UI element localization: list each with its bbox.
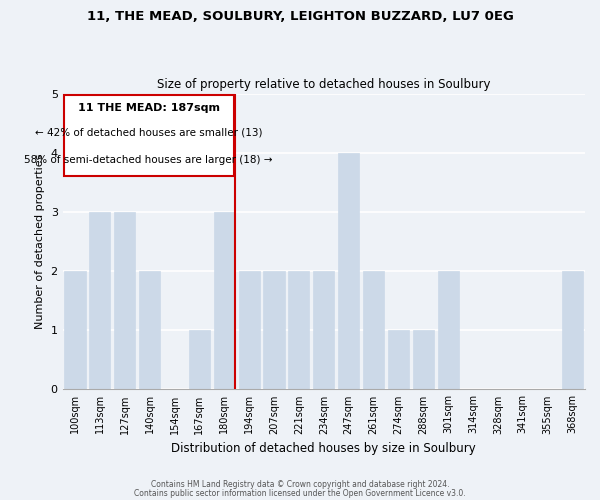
X-axis label: Distribution of detached houses by size in Soulbury: Distribution of detached houses by size … [172, 442, 476, 455]
Text: Contains public sector information licensed under the Open Government Licence v3: Contains public sector information licen… [134, 489, 466, 498]
Bar [562, 271, 583, 390]
Y-axis label: Number of detached properties: Number of detached properties [35, 154, 45, 329]
Bar [388, 330, 409, 390]
Bar [139, 271, 160, 390]
FancyBboxPatch shape [64, 94, 233, 176]
Text: 11 THE MEAD: 187sqm: 11 THE MEAD: 187sqm [78, 104, 220, 114]
Bar [239, 271, 260, 390]
Bar [263, 271, 284, 390]
Text: ← 42% of detached houses are smaller (13): ← 42% of detached houses are smaller (13… [35, 127, 262, 137]
Bar [214, 212, 235, 390]
Bar [413, 330, 434, 390]
Bar [313, 271, 334, 390]
Bar [64, 271, 86, 390]
Bar [189, 330, 210, 390]
Bar [289, 271, 310, 390]
Bar [114, 212, 136, 390]
Bar [363, 271, 384, 390]
Title: Size of property relative to detached houses in Soulbury: Size of property relative to detached ho… [157, 78, 491, 91]
Text: 58% of semi-detached houses are larger (18) →: 58% of semi-detached houses are larger (… [25, 155, 273, 165]
Text: Contains HM Land Registry data © Crown copyright and database right 2024.: Contains HM Land Registry data © Crown c… [151, 480, 449, 489]
Text: 11, THE MEAD, SOULBURY, LEIGHTON BUZZARD, LU7 0EG: 11, THE MEAD, SOULBURY, LEIGHTON BUZZARD… [86, 10, 514, 23]
Bar [338, 152, 359, 390]
Bar [89, 212, 110, 390]
Bar [437, 271, 459, 390]
